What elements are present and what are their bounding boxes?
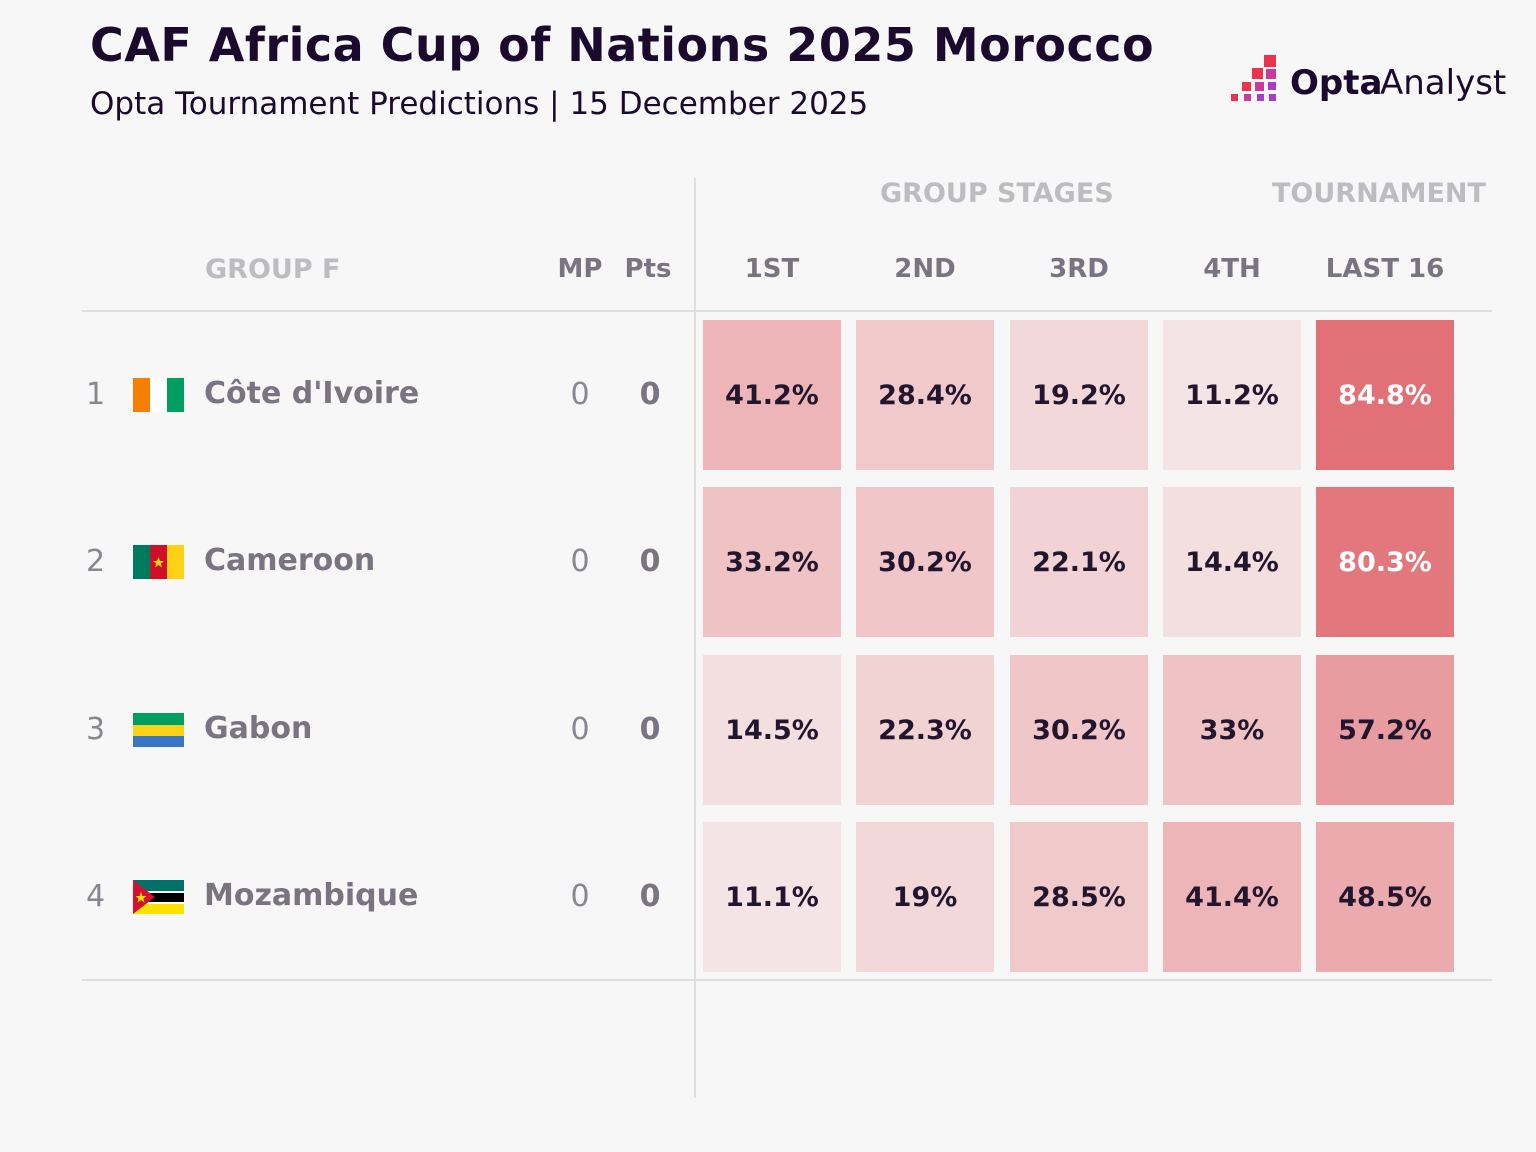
page-title: CAF Africa Cup of Nations 2025 Morocco xyxy=(90,18,1155,72)
team-name: Mozambique xyxy=(204,878,419,913)
heat-cell: 48.5% xyxy=(1316,822,1454,972)
heat-cell: 80.3% xyxy=(1316,487,1454,637)
heat-cell: 30.2% xyxy=(1010,655,1148,805)
team-name: Gabon xyxy=(204,711,313,746)
flag-civ-icon xyxy=(133,378,184,412)
column-header-2: 3RD xyxy=(1049,254,1109,284)
rank-2: 2 xyxy=(86,544,106,579)
heat-cell: 19% xyxy=(856,822,994,972)
heat-cell: 11.2% xyxy=(1163,320,1301,470)
section-header-group-stages: GROUP STAGES xyxy=(880,178,1114,209)
heat-cell: 84.8% xyxy=(1316,320,1454,470)
svg-text:Opta: Opta xyxy=(1290,63,1382,103)
heat-cell: 19.2% xyxy=(1010,320,1148,470)
flag-moz-icon xyxy=(133,880,184,914)
matches-played: 0 xyxy=(570,377,590,412)
rank-3: 3 xyxy=(86,712,106,747)
group-label: GROUP F xyxy=(205,254,341,285)
heat-cell: 41.2% xyxy=(703,320,841,470)
points: 0 xyxy=(639,879,661,914)
heat-cell: 33% xyxy=(1163,655,1301,805)
heat-cell: 22.1% xyxy=(1010,487,1148,637)
heat-cell: 30.2% xyxy=(856,487,994,637)
column-divider xyxy=(694,178,696,1098)
heat-cell: 33.2% xyxy=(703,487,841,637)
column-header-1: 2ND xyxy=(894,254,956,284)
header-pts: Pts xyxy=(624,254,672,284)
points: 0 xyxy=(639,544,661,579)
heat-cell: 14.5% xyxy=(703,655,841,805)
column-header-4: LAST 16 xyxy=(1325,254,1445,284)
heat-cell: 57.2% xyxy=(1316,655,1454,805)
heat-cell: 14.4% xyxy=(1163,487,1301,637)
team-name: Côte d'Ivoire xyxy=(204,376,420,411)
heat-cell: 28.5% xyxy=(1010,822,1148,972)
svg-text:Analyst: Analyst xyxy=(1380,63,1506,103)
points: 0 xyxy=(639,377,661,412)
rank-4: 4 xyxy=(86,879,106,914)
flag-gab-icon xyxy=(133,713,184,747)
matches-played: 0 xyxy=(570,712,590,747)
heat-cell: 11.1% xyxy=(703,822,841,972)
page-subtitle: Opta Tournament Predictions | 15 Decembe… xyxy=(90,86,869,122)
column-header-3: 4TH xyxy=(1203,254,1261,284)
section-header-tournament: TOURNAMENT xyxy=(1272,178,1486,209)
points: 0 xyxy=(639,712,661,747)
heat-cell: 41.4% xyxy=(1163,822,1301,972)
flag-cmr-icon xyxy=(133,545,184,579)
rank-1: 1 xyxy=(86,377,106,412)
column-header-0: 1ST xyxy=(744,254,800,284)
heat-cell: 22.3% xyxy=(856,655,994,805)
matches-played: 0 xyxy=(570,544,590,579)
heat-cell: 28.4% xyxy=(856,320,994,470)
footer-divider xyxy=(82,979,1492,981)
header-mp: MP xyxy=(557,254,603,284)
team-name: Cameroon xyxy=(204,543,376,578)
header-divider xyxy=(82,310,1492,312)
opta-analyst-logo: Opta Analyst xyxy=(1231,55,1506,103)
matches-played: 0 xyxy=(570,879,590,914)
logo-pixels-icon xyxy=(1231,55,1276,101)
